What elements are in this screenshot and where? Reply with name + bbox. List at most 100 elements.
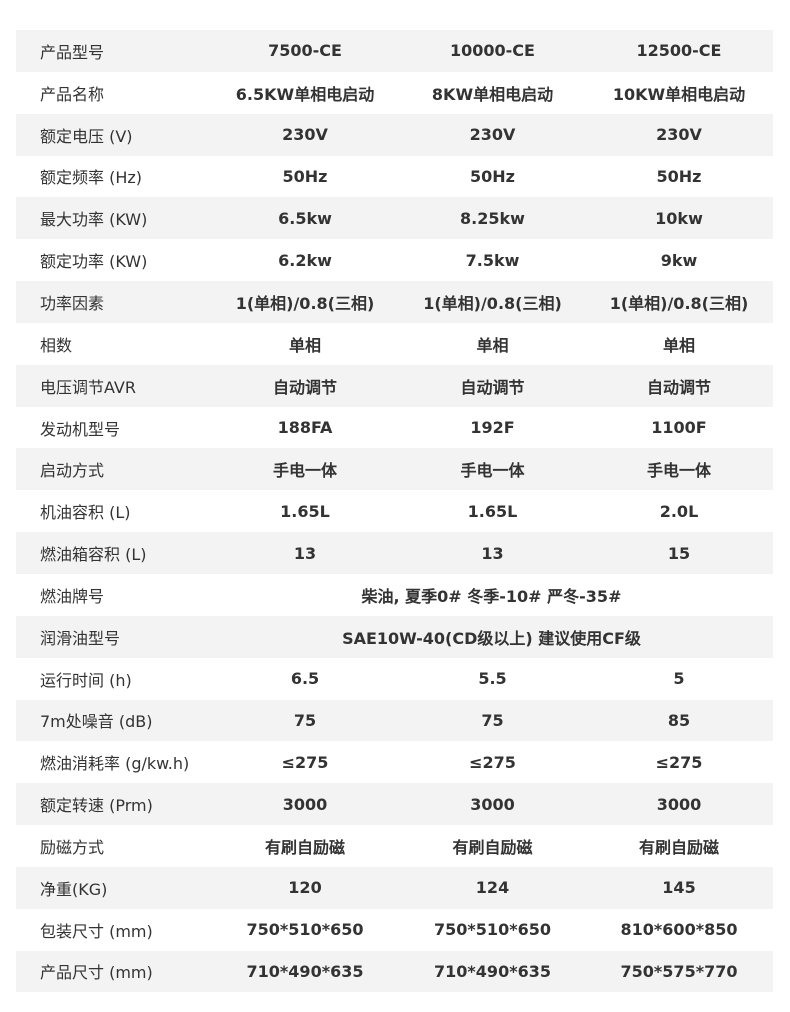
row-label: 额定电压 (V) <box>40 126 133 146</box>
value-cell: 自动调节 <box>646 377 711 397</box>
table-row: 额定转速 (Prm) 3000 3000 3000 <box>16 783 773 826</box>
table-row: 电压调节AVR 自动调节 自动调节 自动调节 <box>16 364 773 407</box>
value-cell: 124 <box>475 878 510 898</box>
row-label: 产品尺寸 (mm) <box>40 963 153 983</box>
value-cell: 单相 <box>476 335 509 355</box>
table-row: 燃油牌号 柴油, 夏季0# 冬季-10# 严冬-35# <box>16 574 773 616</box>
table-row: 运行时间 (h) 6.5 5.5 5 <box>16 658 773 700</box>
table-row: 燃油箱容积 (L) 13 13 15 <box>16 532 773 574</box>
value-cell: 12500-CE <box>636 41 722 61</box>
table-row: 启动方式 手电一体 手电一体 手电一体 <box>16 448 773 491</box>
table-row: 额定功率 (KW) 6.2kw 7.5kw 9kw <box>16 239 773 281</box>
value-cell: 6.5KW单相电启动 <box>235 84 375 104</box>
table-row: 发动机型号 188FA 192F 1100F <box>16 407 773 449</box>
table-row: 最大功率 (KW) 6.5kw 8.25kw 10kw <box>16 197 773 240</box>
value-cell: 15 <box>667 543 691 563</box>
row-label: 功率因素 <box>40 293 105 313</box>
table-row: 产品名称 6.5KW单相电启动 8KW单相电启动 10KW单相电启动 <box>16 72 773 114</box>
value-cell: 50Hz <box>470 166 515 186</box>
value-cell: 5.5 <box>478 669 507 689</box>
row-label: 燃油消耗率 (g/kw.h) <box>40 754 190 774</box>
table-row: 包装尺寸 (mm) 750*510*650 750*510*650 810*600*8… <box>16 909 773 951</box>
value-cell: 10KW单相电启动 <box>612 84 746 104</box>
table-row: 7m处噪音 (dB) 75 75 85 <box>16 699 773 742</box>
value-cell: 145 <box>662 878 696 898</box>
row-label: 7m处噪音 (dB) <box>40 712 153 732</box>
value-cell: 75 <box>293 710 317 730</box>
value-cell: 3000 <box>470 794 515 814</box>
value-cell: 75 <box>481 710 504 730</box>
table-row: 功率因素 1(单相)/0.8(三相) 1(单相)/0.8(三相) 1(单相)/0.8(… <box>16 281 773 323</box>
table-row: 产品尺寸 (mm) 710*490*635 710*490*635 750*575*7… <box>16 950 773 993</box>
value-cell: 1(单相)/0.8(三相) <box>235 293 375 313</box>
value-cell: 192F <box>470 418 515 438</box>
value-cell: 9kw <box>660 250 698 270</box>
value-cell: 750*510*650 <box>246 920 364 940</box>
table-row: 额定电压 (V) 230V 230V 230V <box>16 113 773 156</box>
value-cell: 2.0L <box>659 501 699 521</box>
value-cell: 3000 <box>282 794 328 814</box>
value-cell: 750*575*770 <box>620 961 738 981</box>
value-cell: 6.5 <box>290 669 320 689</box>
value-cell: 6.2kw <box>278 250 332 270</box>
value-cell: 单相 <box>662 335 695 355</box>
value-cell: ≤275 <box>281 752 329 772</box>
value-cell: 13 <box>481 543 504 563</box>
value-cell: 有刷自励磁 <box>638 837 719 857</box>
value-cell: 10kw <box>655 208 703 228</box>
table-row: 燃油消耗率 (g/kw.h) ≤275 ≤275 ≤275 <box>16 741 773 783</box>
value-cell: 230V <box>282 125 328 145</box>
row-label: 润滑油型号 <box>40 628 121 648</box>
row-label: 相数 <box>40 335 73 355</box>
value-cell: 120 <box>288 878 322 898</box>
value-cell: 8KW单相电启动 <box>431 84 554 104</box>
value-cell: 手电一体 <box>646 461 711 481</box>
table-row: 相数 单相 单相 单相 <box>16 323 773 365</box>
value-cell: 1.65L <box>280 501 330 521</box>
row-label: 电压调节AVR <box>40 377 136 397</box>
row-label: 励磁方式 <box>40 837 105 857</box>
value-cell: 5 <box>673 669 685 689</box>
value-cell: 13 <box>293 543 317 563</box>
value-cell: 1(单相)/0.8(三相) <box>609 293 749 313</box>
value-cell: 810*600*850 <box>620 920 738 940</box>
row-label: 运行时间 (h) <box>40 670 132 690</box>
row-label: 燃油箱容积 (L) <box>40 545 147 565</box>
value-cell: 50Hz <box>656 166 702 186</box>
row-label: 燃油牌号 <box>40 586 105 606</box>
row-label: 最大功率 (KW) <box>40 210 148 230</box>
table-row: 机油容积 (L) 1.65L 1.65L 2.0L <box>16 490 773 532</box>
table-row: 励磁方式 有刷自励磁 有刷自励磁 有刷自励磁 <box>16 825 773 867</box>
value-cell: 有刷自励磁 <box>452 837 533 857</box>
value-cell: 85 <box>667 710 691 730</box>
value-cell: 1.65L <box>467 501 518 521</box>
row-label: 额定转速 (Prm) <box>40 796 153 816</box>
value-cell: 3000 <box>656 794 702 814</box>
value-cell: 8.25kw <box>460 208 525 228</box>
value-cell: 188FA <box>277 418 333 438</box>
value-cell: 手电一体 <box>460 461 525 481</box>
row-label: 启动方式 <box>40 461 105 481</box>
table-row: 额定频率 (Hz) 50Hz 50Hz 50Hz <box>16 156 773 198</box>
value-cell: 自动调节 <box>272 377 337 397</box>
value-cell: 750*510*650 <box>434 920 551 940</box>
row-label: 机油容积 (L) <box>40 503 131 523</box>
value-cell: 自动调节 <box>460 377 525 397</box>
value-cell: 230V <box>656 125 702 145</box>
value-cell: 710*490*635 <box>434 961 551 981</box>
row-label: 发动机型号 <box>40 419 121 439</box>
value-cell: 6.5kw <box>278 208 332 228</box>
value-cell: 50Hz <box>282 166 328 186</box>
row-label: 产品名称 <box>40 84 105 104</box>
value-cell: ≤275 <box>469 752 516 772</box>
table-row: 润滑油型号 SAE10W-40(CD级以上) 建议使用CF级 <box>16 615 773 658</box>
value-cell: 7500-CE <box>268 41 342 61</box>
spec-table: 产品型号 7500-CE 10000-CE 12500-CE 产品名称 6.5KW单相电启… <box>16 30 773 993</box>
row-label: 额定功率 (KW) <box>40 252 148 272</box>
value-cell: 7.5kw <box>465 250 520 270</box>
row-label: 产品型号 <box>40 42 105 62</box>
row-label: 包装尺寸 (mm) <box>40 921 153 941</box>
value-cell: 单相 <box>288 335 321 355</box>
row-label: 净重(KG) <box>40 879 108 899</box>
value-cell: 710*490*635 <box>246 961 364 981</box>
